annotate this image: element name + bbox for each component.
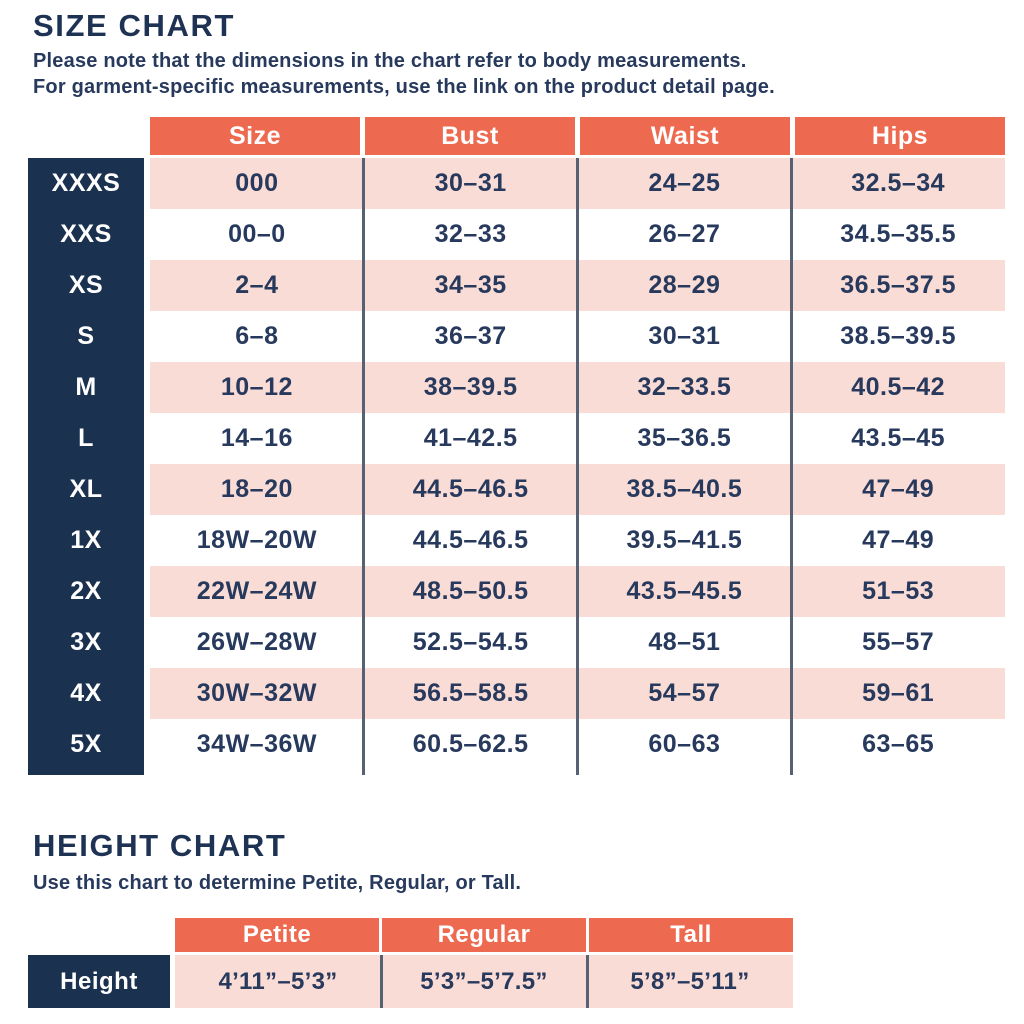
hips-cell: 43.5–45: [851, 424, 946, 452]
row-label: 2X: [70, 577, 102, 605]
height-chart-header-row: Petite Regular Tall: [175, 918, 793, 952]
row-label: 4X: [70, 679, 102, 707]
size-chart-note-line1: Please note that the dimensions in the c…: [33, 50, 747, 72]
bust-cell: 41–42.5: [423, 424, 518, 452]
bust-cell: 36–37: [434, 322, 507, 350]
size-cell: 18W–20W: [196, 526, 317, 554]
column-header-petite: Petite: [175, 918, 379, 952]
size-cell: 22W–24W: [196, 577, 317, 605]
size-chart-note-line2: For garment-specific measurements, use t…: [33, 76, 775, 98]
bust-cell: 44.5–46.5: [412, 526, 529, 554]
size-chart-body: 000 30–31 24–25 32.5–34 00–0 32–33 26–27…: [150, 158, 1005, 775]
height-chart-title: HEIGHT CHART: [33, 828, 287, 863]
hips-cell: 55–57: [862, 628, 935, 656]
hips-cell: 32.5–34: [851, 169, 946, 197]
row-label: XXS: [60, 220, 112, 248]
column-divider: [380, 955, 383, 1008]
bust-cell: 48.5–50.5: [412, 577, 529, 605]
waist-cell: 26–27: [648, 220, 721, 248]
waist-cell: 48–51: [648, 628, 721, 656]
column-divider: [362, 158, 365, 775]
hips-cell: 36.5–37.5: [840, 271, 956, 299]
size-cell: 18–20: [220, 475, 293, 503]
row-label: XXXS: [51, 169, 121, 197]
size-cell: 00–0: [228, 220, 286, 248]
hips-cell: 40.5–42: [851, 373, 946, 401]
petite-range-cell: 4’11”–5’3”: [218, 967, 338, 995]
hips-cell: 63–65: [862, 730, 935, 758]
column-header-size: Size: [150, 117, 360, 155]
row-label: M: [75, 373, 97, 401]
regular-range-cell: 5’3”–5’7.5”: [420, 967, 548, 995]
bust-cell: 38–39.5: [423, 373, 518, 401]
column-header-waist: Waist: [580, 117, 790, 155]
hips-cell: 47–49: [862, 526, 935, 554]
hips-cell: 38.5–39.5: [840, 322, 956, 350]
size-cell: 26W–28W: [196, 628, 317, 656]
bust-cell: 44.5–46.5: [412, 475, 529, 503]
height-chart-data-area: Petite Regular Tall 4’11”–5’3” 5’3”–5’7.…: [175, 918, 793, 1008]
row-label: XL: [69, 475, 103, 503]
table-row: 2–4 34–35 28–29 36.5–37.5: [150, 260, 1005, 311]
hips-cell: 59–61: [862, 679, 935, 707]
size-row-label-column: XXXS XXS XS S M L XL 1X 2X 3X 4X 5X: [28, 158, 144, 775]
column-divider: [586, 955, 589, 1008]
size-cell: 30W–32W: [196, 679, 317, 707]
waist-cell: 39.5–41.5: [626, 526, 743, 554]
size-cell: 14–16: [220, 424, 293, 452]
waist-cell: 28–29: [648, 271, 721, 299]
hips-cell: 34.5–35.5: [840, 220, 956, 248]
size-cell: 10–12: [220, 373, 293, 401]
table-row: 26W–28W 52.5–54.5 48–51 55–57: [150, 617, 1005, 668]
waist-cell: 54–57: [648, 679, 721, 707]
column-header-hips: Hips: [795, 117, 1005, 155]
hips-cell: 51–53: [862, 577, 935, 605]
waist-cell: 35–36.5: [637, 424, 732, 452]
row-label: L: [78, 424, 94, 452]
waist-cell: 24–25: [648, 169, 721, 197]
waist-cell: 60–63: [648, 730, 721, 758]
size-chart-table: XXXS XXS XS S M L XL 1X 2X 3X 4X 5X Size…: [28, 117, 1005, 775]
waist-cell: 43.5–45.5: [626, 577, 743, 605]
size-cell: 000: [235, 169, 279, 197]
height-chart-note: Use this chart to determine Petite, Regu…: [33, 872, 522, 894]
size-chart-header: SIZE CHART Please note that the dimensio…: [33, 8, 775, 100]
row-label: 3X: [70, 628, 102, 656]
column-divider: [790, 158, 793, 775]
height-row-label: Height: [28, 955, 170, 1008]
tall-range-cell: 5’8”–5’11”: [630, 967, 750, 995]
size-chart-title: SIZE CHART: [33, 8, 235, 43]
column-header-regular: Regular: [382, 918, 586, 952]
height-chart-table: Height Petite Regular Tall 4’11”–5’3” 5’…: [28, 918, 793, 1008]
bust-cell: 56.5–58.5: [412, 679, 529, 707]
row-label: XS: [68, 271, 104, 299]
column-header-tall: Tall: [589, 918, 793, 952]
height-chart-header: HEIGHT CHART Use this chart to determine…: [33, 828, 521, 896]
bust-cell: 30–31: [434, 169, 507, 197]
size-chart-data-area: Size Bust Waist Hips 000 30–31 24–25 32.…: [150, 117, 1005, 775]
size-cell: 2–4: [235, 271, 279, 299]
height-chart-row: 4’11”–5’3” 5’3”–5’7.5” 5’8”–5’11”: [175, 955, 793, 1008]
hips-cell: 47–49: [862, 475, 935, 503]
bust-cell: 60.5–62.5: [412, 730, 529, 758]
size-chart-header-row: Size Bust Waist Hips: [150, 117, 1005, 155]
column-divider: [576, 158, 579, 775]
row-label: 1X: [70, 526, 102, 554]
bust-cell: 32–33: [434, 220, 507, 248]
size-cell: 34W–36W: [196, 730, 317, 758]
row-label: S: [77, 322, 95, 350]
size-cell: 6–8: [235, 322, 279, 350]
waist-cell: 30–31: [648, 322, 721, 350]
row-label: 5X: [70, 730, 102, 758]
bust-cell: 34–35: [434, 271, 507, 299]
waist-cell: 38.5–40.5: [626, 475, 743, 503]
bust-cell: 52.5–54.5: [412, 628, 529, 656]
waist-cell: 32–33.5: [637, 373, 732, 401]
column-header-bust: Bust: [365, 117, 575, 155]
